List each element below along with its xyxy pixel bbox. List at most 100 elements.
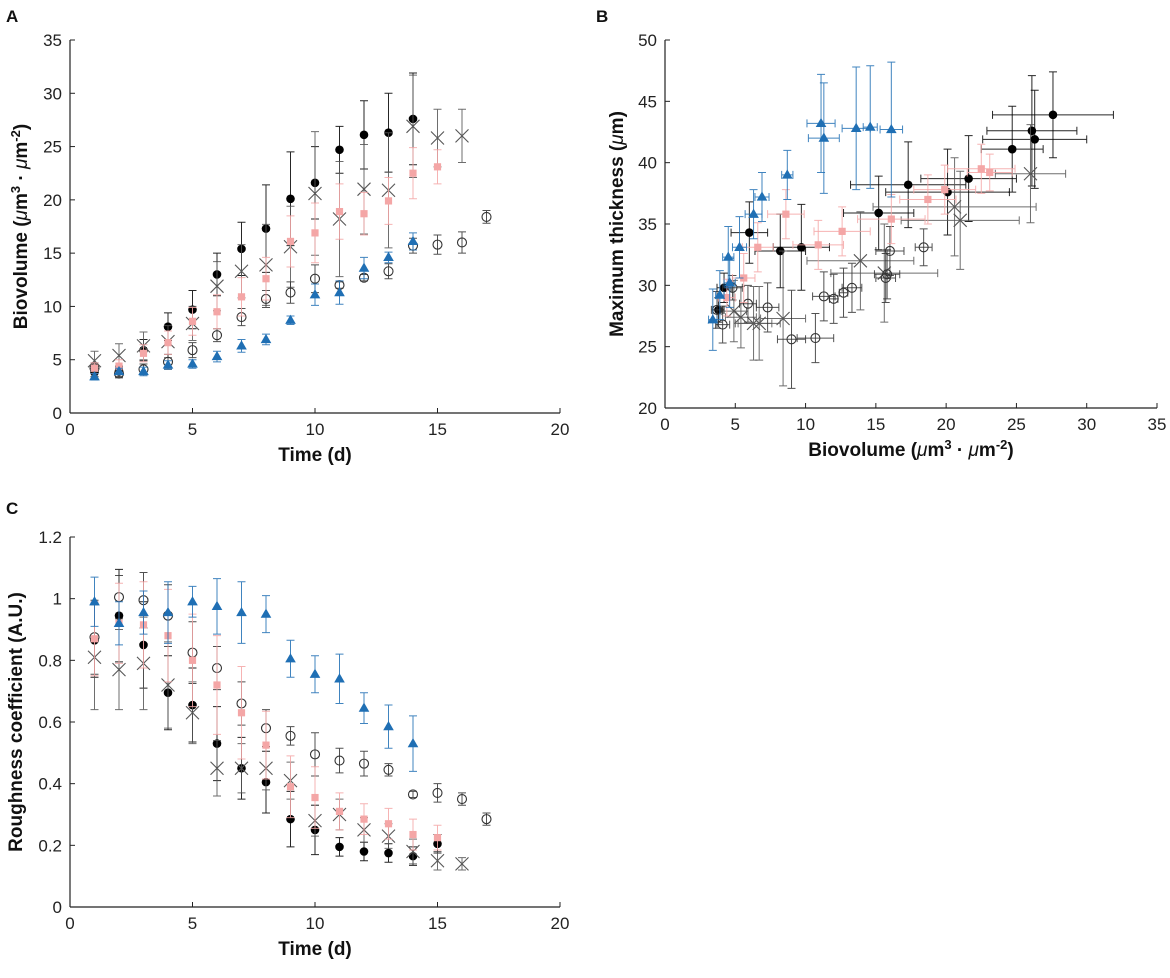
data-point-triangle: [285, 314, 296, 324]
data-point-cross: [776, 311, 790, 326]
data-point-filled-circle: [286, 814, 295, 824]
x-tick-label: 25: [1007, 415, 1026, 434]
series-blue-triangles: [89, 576, 419, 772]
data-point-square: [838, 227, 846, 235]
y-error-bar: [458, 231, 466, 254]
y-error-bar: [335, 747, 344, 774]
series-pink-squares: [90, 147, 442, 375]
data-point-square: [814, 241, 822, 249]
data-point-square: [237, 709, 246, 717]
data-point-open-circle: [828, 293, 839, 304]
y-tick-label: 20: [638, 399, 657, 418]
y-axis-label: Biovolume (μm3 · μm-2): [8, 124, 33, 329]
data-point-open-circle: [285, 287, 296, 298]
data-point-triangle: [113, 365, 125, 376]
data-point-square: [164, 339, 172, 347]
data-point-filled-circle: [797, 243, 806, 252]
y-tick-label: 45: [638, 92, 657, 111]
data-point-triangle: [886, 123, 897, 134]
x-error-bar: [755, 303, 780, 312]
x-axis-label: Biovolume (μm3 · μm-2): [808, 437, 1013, 462]
y-error-bar: [433, 234, 442, 255]
data-point-cross: [953, 213, 968, 228]
data-point-triangle: [211, 600, 223, 611]
data-point-square: [433, 834, 442, 842]
data-point-square: [139, 349, 148, 357]
x-tick-label: 5: [188, 914, 197, 933]
y-tick-label: 0.4: [38, 775, 62, 794]
data-point-square: [311, 793, 319, 802]
x-tick-label: 20: [551, 420, 570, 439]
x-tick-label: 30: [1077, 415, 1096, 434]
y-tick-label: 35: [43, 31, 62, 50]
y-tick-label: 0: [53, 898, 62, 917]
x-error-bar: [796, 334, 835, 343]
data-point-cross: [234, 264, 249, 279]
data-point-cross: [406, 844, 420, 859]
data-point-triangle: [734, 241, 745, 251]
x-axis-label: Time (d): [278, 445, 352, 466]
y-tick-label: 0.8: [38, 651, 62, 670]
data-point-triangle: [187, 358, 198, 368]
x-error-bar: [875, 273, 897, 282]
data-point-square: [213, 308, 221, 316]
data-point-square: [335, 207, 344, 216]
data-point-square: [754, 243, 762, 251]
data-point-open-circle: [432, 787, 443, 798]
data-point-square: [213, 681, 221, 689]
data-point-filled-circle: [359, 847, 369, 856]
data-point-square: [409, 169, 417, 177]
data-point-square: [740, 274, 748, 282]
data-point-triangle: [162, 606, 174, 617]
data-point-cross: [752, 316, 767, 331]
y-axis-label: Roughness coefficient (A.U.): [6, 592, 27, 852]
x-axis-label: Time (d): [278, 939, 352, 960]
x-tick-label: 10: [306, 914, 325, 933]
panel-a: A 0 5 10 15 20 0 5 10 15 20 25 30 35 Time (d) Biovolume…: [6, 7, 569, 466]
data-point-triangle: [138, 365, 149, 376]
data-point-triangle: [334, 286, 345, 297]
data-point-square: [188, 656, 197, 664]
data-point-triangle: [850, 122, 862, 132]
data-point-cross: [853, 253, 868, 268]
data-point-triangle: [334, 673, 345, 683]
data-point-triangle: [260, 608, 272, 618]
data-point-open-circle: [786, 334, 797, 345]
data-point-open-circle: [334, 755, 345, 766]
data-point-square: [723, 294, 731, 302]
data-point-triangle: [138, 606, 149, 617]
y-tick-label: 15: [43, 244, 62, 263]
data-point-square: [941, 186, 949, 194]
data-point-square: [409, 830, 417, 839]
data-point-triangle: [383, 721, 394, 731]
data-point-open-circle: [456, 794, 468, 805]
data-point-square: [188, 317, 197, 325]
data-point-filled-circle: [1007, 144, 1017, 154]
data-point-open-circle: [762, 302, 773, 313]
panel-letter: B: [596, 7, 608, 26]
data-point-triangle: [309, 289, 321, 299]
data-point-cross: [161, 678, 175, 692]
data-point-square: [90, 364, 99, 372]
data-point-open-circle: [456, 237, 468, 248]
data-point-cross: [877, 266, 892, 280]
data-point-triangle: [358, 262, 370, 272]
y-tick-label: 30: [638, 276, 657, 295]
data-point-triangle: [818, 132, 830, 142]
data-point-open-circle: [309, 749, 321, 760]
data-point-open-circle: [918, 242, 929, 253]
data-point-cross: [210, 761, 224, 776]
data-point-square: [384, 197, 393, 205]
data-point-triangle: [236, 340, 247, 350]
data-point-square: [924, 195, 932, 204]
data-point-cross: [430, 131, 445, 145]
y-tick-label: 40: [638, 154, 657, 173]
data-point-open-circle: [358, 758, 370, 769]
data-point-filled-circle: [286, 194, 295, 204]
data-point-open-circle: [884, 245, 895, 257]
data-point-triangle: [358, 702, 370, 712]
series-blue-triangles: [89, 232, 419, 381]
data-point-cross: [112, 662, 126, 677]
data-point-triangle: [187, 596, 198, 606]
